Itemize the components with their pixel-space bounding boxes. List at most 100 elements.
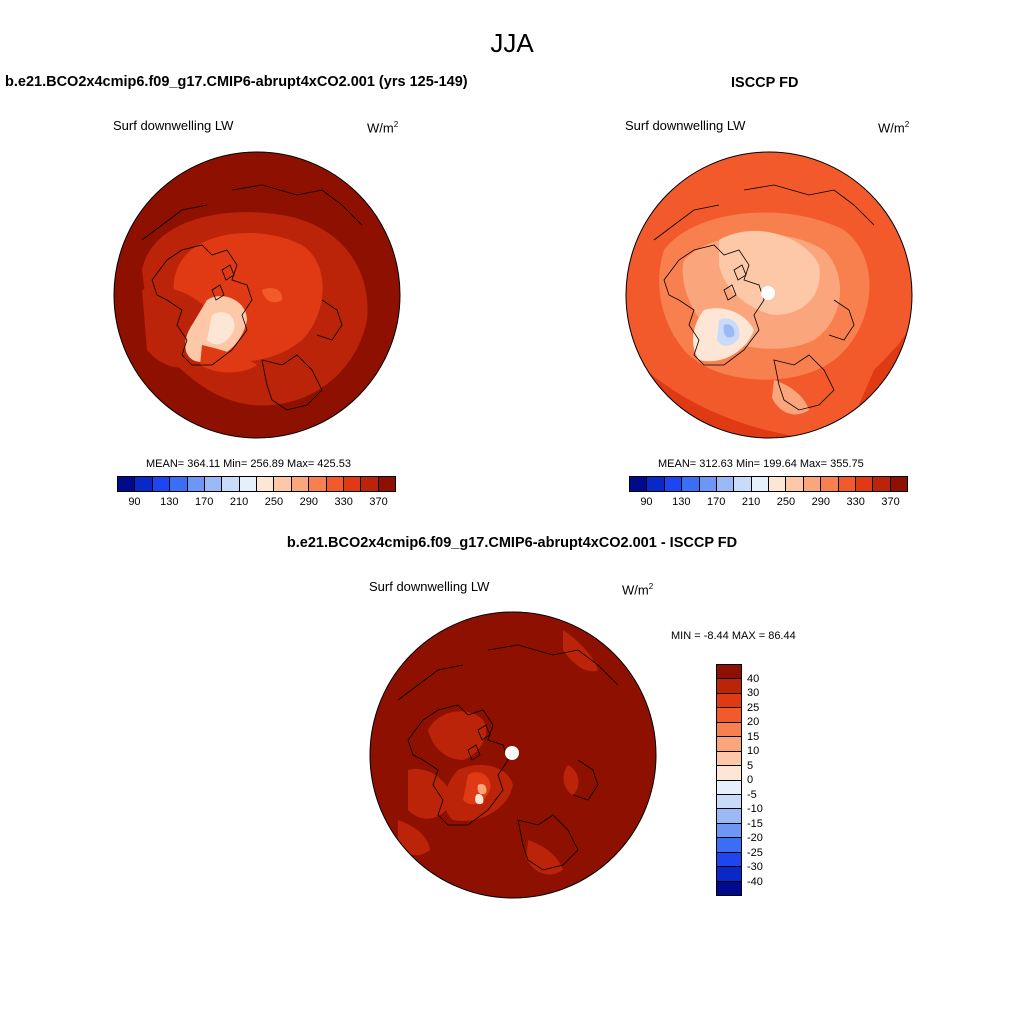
obs-colorbar-swatch xyxy=(838,477,856,491)
model-colorbar-swatch xyxy=(291,477,310,491)
obs-colorbar-swatch xyxy=(803,477,822,491)
model-colorbar-swatch xyxy=(326,477,344,491)
diff-colorbar-swatch xyxy=(717,693,741,709)
obs-colorbar-swatch xyxy=(716,477,735,491)
diff-colorbar-tick-label: 30 xyxy=(747,687,760,699)
model-variable-label: Surf downwelling LW xyxy=(113,118,234,133)
diff-colorbar-tick-label: -15 xyxy=(747,817,763,830)
diff-variable-label: Surf downwelling LW xyxy=(369,579,490,594)
model-colorbar-swatch xyxy=(187,477,205,491)
model-colorbar-tick-label: 290 xyxy=(299,496,318,508)
obs-colorbar-tick-label: 330 xyxy=(846,496,865,508)
diff-panel-title: b.e21.BCO2x4cmip6.f09_g17.CMIP6-abrupt4x… xyxy=(286,535,738,551)
diff-colorbar-tick-label: 25 xyxy=(747,701,760,714)
model-colorbar-tick-label: 330 xyxy=(334,496,353,508)
model-colorbar-tick-label: 210 xyxy=(229,496,249,508)
model-colorbar xyxy=(117,476,396,492)
model-units-label: W/m2 xyxy=(367,120,399,136)
model-colorbar-ticks: 90 130 170 210 250 290 330 370 xyxy=(117,496,396,510)
model-colorbar-tick-label: 170 xyxy=(195,496,214,508)
diff-colorbar-swatch xyxy=(717,881,741,895)
obs-colorbar-swatch xyxy=(769,477,787,491)
diff-colorbar-tick-label: -40 xyxy=(747,875,763,888)
diff-colorbar-tick-label: 40 xyxy=(747,672,760,685)
diff-colorbar-swatch xyxy=(717,852,741,868)
model-colorbar-swatch xyxy=(152,477,171,491)
diff-colorbar-tick-label: 0 xyxy=(747,774,754,786)
model-polar-map xyxy=(113,151,401,439)
obs-colorbar-tick-label: 130 xyxy=(672,496,691,508)
diff-units-label: W/m2 xyxy=(622,582,654,598)
diff-colorbar-swatch xyxy=(717,780,741,795)
diff-colorbar-tick-label: 15 xyxy=(747,730,760,743)
diff-colorbar-tick-label: 5 xyxy=(747,759,754,772)
obs-colorbar-tick-label: 250 xyxy=(776,496,796,508)
obs-panel-title: ISCCP FD xyxy=(731,75,799,91)
model-colorbar-tick-label: 130 xyxy=(160,496,179,508)
obs-colorbar-ticks: 90 130 170 210 250 290 330 370 xyxy=(629,496,908,510)
model-colorbar-swatch xyxy=(257,477,275,491)
obs-colorbar-tick-label: 210 xyxy=(741,496,761,508)
diff-colorbar-tick-label: 20 xyxy=(747,716,760,728)
diff-colorbar-swatch xyxy=(717,838,741,853)
model-stats: MEAN= 364.11 Min= 256.89 Max= 425.53 xyxy=(146,458,351,470)
obs-colorbar-swatch xyxy=(751,477,769,491)
diff-colorbar-tick-label: -25 xyxy=(747,846,763,859)
model-colorbar-swatch xyxy=(170,477,188,491)
obs-colorbar-swatch xyxy=(873,477,891,491)
diff-colorbar-tick-label: -20 xyxy=(747,832,763,844)
model-colorbar-swatch xyxy=(118,477,136,491)
diff-colorbar-swatch xyxy=(717,751,741,767)
diff-colorbar-tick-label: -5 xyxy=(747,788,757,801)
obs-colorbar-swatch xyxy=(682,477,700,491)
model-colorbar-swatch xyxy=(309,477,327,491)
obs-colorbar xyxy=(629,476,908,492)
diff-colorbar-swatch xyxy=(717,823,741,839)
obs-colorbar-swatch xyxy=(630,477,648,491)
diff-colorbar-swatch xyxy=(717,722,741,738)
obs-colorbar-tick-label: 90 xyxy=(640,496,653,508)
diff-colorbar-swatch xyxy=(717,708,741,723)
diff-colorbar xyxy=(716,664,742,896)
diff-polar-map xyxy=(369,611,657,899)
obs-polar-map xyxy=(625,151,913,439)
diff-colorbar-tick-label: -30 xyxy=(747,861,763,873)
model-colorbar-swatch xyxy=(378,477,395,491)
model-panel-title: b.e21.BCO2x4cmip6.f09_g17.CMIP6-abrupt4x… xyxy=(5,74,468,90)
model-colorbar-swatch xyxy=(361,477,379,491)
obs-colorbar-tick-label: 370 xyxy=(881,496,900,508)
diff-colorbar-swatch xyxy=(717,809,741,824)
diff-colorbar-ticks: 40 30 25 20 15 10 5 0 -5 -10 -15 -20 -25 -30 -40 xyxy=(747,664,787,896)
diff-colorbar-tick-label: 10 xyxy=(747,745,760,757)
obs-colorbar-swatch xyxy=(855,477,874,491)
obs-colorbar-swatch xyxy=(647,477,665,491)
obs-variable-label: Surf downwelling LW xyxy=(625,118,746,133)
obs-stats: MEAN= 312.63 Min= 199.64 Max= 355.75 xyxy=(658,458,864,470)
diff-colorbar-swatch xyxy=(717,679,741,694)
season-title: JJA xyxy=(490,28,534,58)
diff-stats: MIN = -8.44 MAX = 86.44 xyxy=(671,630,796,642)
obs-colorbar-tick-label: 170 xyxy=(707,496,726,508)
model-colorbar-tick-label: 370 xyxy=(369,496,388,508)
model-colorbar-tick-label: 250 xyxy=(264,496,284,508)
diff-colorbar-swatch xyxy=(717,665,741,680)
obs-colorbar-swatch xyxy=(890,477,907,491)
model-colorbar-swatch xyxy=(204,477,223,491)
model-colorbar-swatch xyxy=(135,477,153,491)
model-colorbar-swatch xyxy=(274,477,292,491)
obs-units-label: W/m2 xyxy=(878,120,910,136)
obs-colorbar-swatch xyxy=(786,477,804,491)
diff-colorbar-swatch xyxy=(717,737,741,752)
model-colorbar-swatch xyxy=(222,477,240,491)
diff-colorbar-swatch xyxy=(717,867,741,882)
obs-colorbar-swatch xyxy=(664,477,683,491)
diff-colorbar-swatch xyxy=(717,794,741,810)
obs-colorbar-swatch xyxy=(699,477,717,491)
diff-colorbar-tick-label: -10 xyxy=(747,803,763,815)
obs-colorbar-swatch xyxy=(734,477,752,491)
model-colorbar-tick-label: 90 xyxy=(128,496,141,508)
model-colorbar-swatch xyxy=(239,477,257,491)
diff-colorbar-swatch xyxy=(717,766,741,781)
obs-colorbar-swatch xyxy=(821,477,839,491)
obs-colorbar-tick-label: 290 xyxy=(811,496,830,508)
